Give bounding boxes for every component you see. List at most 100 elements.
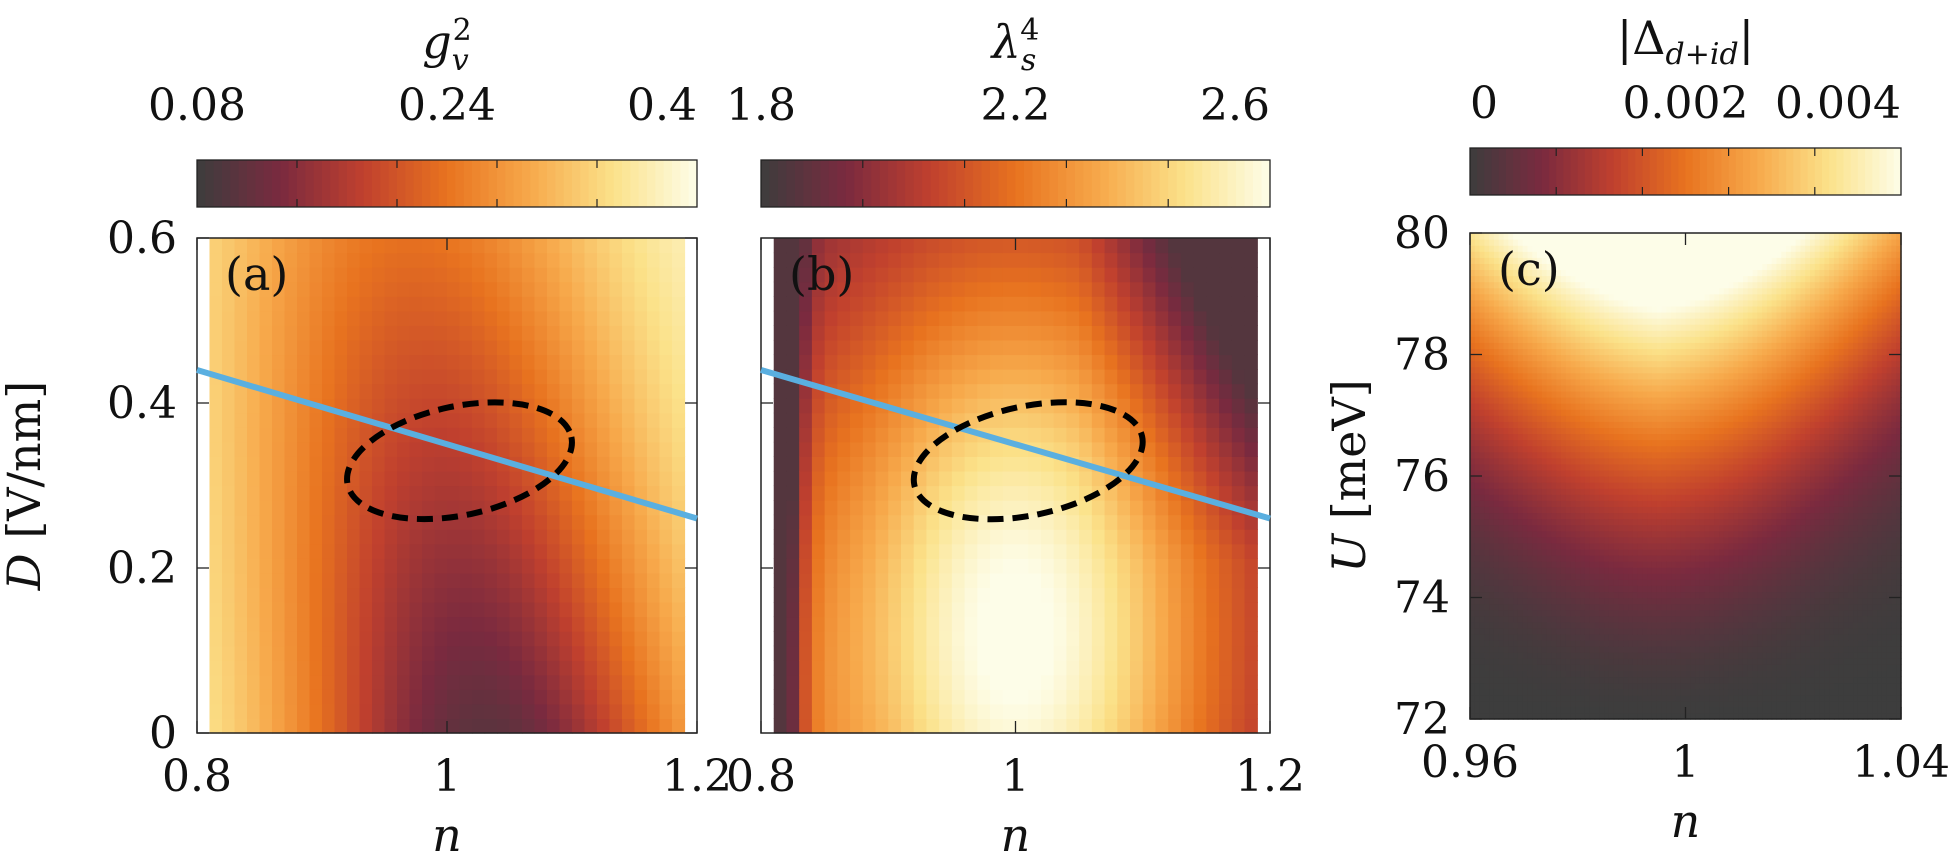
heatmap-cell (1041, 384, 1054, 399)
heatmap-cell (1155, 238, 1168, 253)
heatmap-cell (1513, 336, 1518, 343)
heatmap-cell (1484, 579, 1489, 586)
heatmap-cell (1551, 652, 1556, 659)
heatmap-cell (1079, 282, 1092, 297)
heatmap-cell (1542, 707, 1547, 714)
heatmap-cell (422, 311, 435, 326)
heatmap-cell (360, 311, 373, 326)
heatmap-cell (850, 602, 863, 617)
heatmap-cell (1542, 555, 1547, 562)
heatmap-cell (1003, 689, 1016, 704)
heatmap-cell (1571, 361, 1576, 368)
heatmap-cell (222, 675, 235, 690)
heatmap-cell (1504, 604, 1509, 611)
heatmap-cell (1079, 354, 1092, 369)
heatmap-cell (1566, 695, 1571, 702)
heatmap-cell (1206, 675, 1219, 690)
heatmap-cell (1571, 446, 1576, 453)
heatmap-cell (447, 296, 460, 311)
heatmap-cell (1508, 585, 1513, 592)
heatmap-cell (1054, 340, 1067, 355)
colorbar-segment (1024, 160, 1033, 207)
heatmap-cell (965, 369, 978, 384)
heatmap-cell (1585, 598, 1590, 605)
heatmap-cell (1016, 689, 1029, 704)
heatmap-cell (990, 369, 1003, 384)
heatmap-cell (850, 675, 863, 690)
heatmap-cell (535, 311, 548, 326)
heatmap-cell (1537, 409, 1542, 416)
heatmap-cell (1494, 652, 1499, 659)
heatmap-cell (1219, 660, 1232, 675)
heatmap-cell (1595, 610, 1600, 617)
heatmap-cell (210, 238, 223, 253)
heatmap-cell (888, 689, 901, 704)
heatmap-cell (1547, 324, 1552, 331)
heatmap-cell (1499, 640, 1504, 647)
heatmap-cell (1155, 311, 1168, 326)
heatmap-cell (786, 704, 799, 719)
heatmap-cell (435, 486, 448, 501)
heatmap-cell (1130, 631, 1143, 646)
heatmap-cell (1470, 458, 1475, 465)
heatmap-cell (1079, 413, 1092, 428)
heatmap-cell (1508, 342, 1513, 349)
heatmap-cell (1003, 660, 1016, 675)
heatmap-cell (901, 704, 914, 719)
heatmap-cell (597, 267, 610, 282)
heatmap-cell (385, 384, 398, 399)
heatmap-cell (1566, 658, 1571, 665)
heatmap-cell (310, 325, 323, 340)
heatmap-cell (1527, 543, 1532, 550)
heatmap-cell (1079, 340, 1092, 355)
heatmap-cell (1513, 312, 1518, 319)
heatmap-cell (585, 267, 598, 282)
heatmap-cell (510, 718, 523, 733)
heatmap-cell (1518, 348, 1523, 355)
heatmap-cell (1470, 500, 1475, 507)
heatmap-cell (547, 354, 560, 369)
heatmap-cell (347, 267, 360, 282)
heatmap-cell (472, 471, 485, 486)
heatmap-cell (610, 689, 623, 704)
heatmap-cell (1079, 689, 1092, 704)
heatmap-cell (235, 529, 248, 544)
heatmap-cell (926, 456, 939, 471)
heatmap-cell (1595, 379, 1600, 386)
heatmap-cell (1547, 591, 1552, 598)
heatmap-cell (635, 587, 648, 602)
heatmap-cell (347, 384, 360, 399)
heatmap-cell (1508, 634, 1513, 641)
heatmap-cell (535, 354, 548, 369)
heatmap-cell (397, 558, 410, 573)
heatmap-cell (863, 675, 876, 690)
heatmap-cell (447, 631, 460, 646)
heatmap-cell (1194, 718, 1207, 733)
heatmap-cell (1054, 704, 1067, 719)
heatmap-cell (1551, 494, 1556, 501)
heatmap-cell (1527, 701, 1532, 708)
heatmap-cell (876, 267, 889, 282)
heatmap-cell (1092, 427, 1105, 442)
heatmap-cell (1475, 282, 1480, 289)
heatmap-cell (1595, 701, 1600, 708)
heatmap-cell (1551, 598, 1556, 605)
heatmap-cell (1571, 676, 1576, 683)
heatmap-cell (560, 704, 573, 719)
heatmap-cell (1470, 446, 1475, 453)
heatmap-cell (1575, 531, 1580, 538)
heatmap-cell (914, 529, 927, 544)
heatmap-cell (497, 675, 510, 690)
heatmap-cell (1571, 251, 1576, 258)
heatmap-cell (774, 384, 787, 399)
heatmap-cell (1480, 531, 1485, 538)
heatmap-cell (210, 296, 223, 311)
heatmap-cell (347, 689, 360, 704)
heatmap-cell (660, 369, 673, 384)
heatmap-cell (786, 617, 799, 632)
heatmap-cell (285, 704, 298, 719)
heatmap-cell (1585, 537, 1590, 544)
heatmap-cell (1475, 446, 1480, 453)
heatmap-cell (1518, 233, 1523, 240)
heatmap-cell (901, 631, 914, 646)
